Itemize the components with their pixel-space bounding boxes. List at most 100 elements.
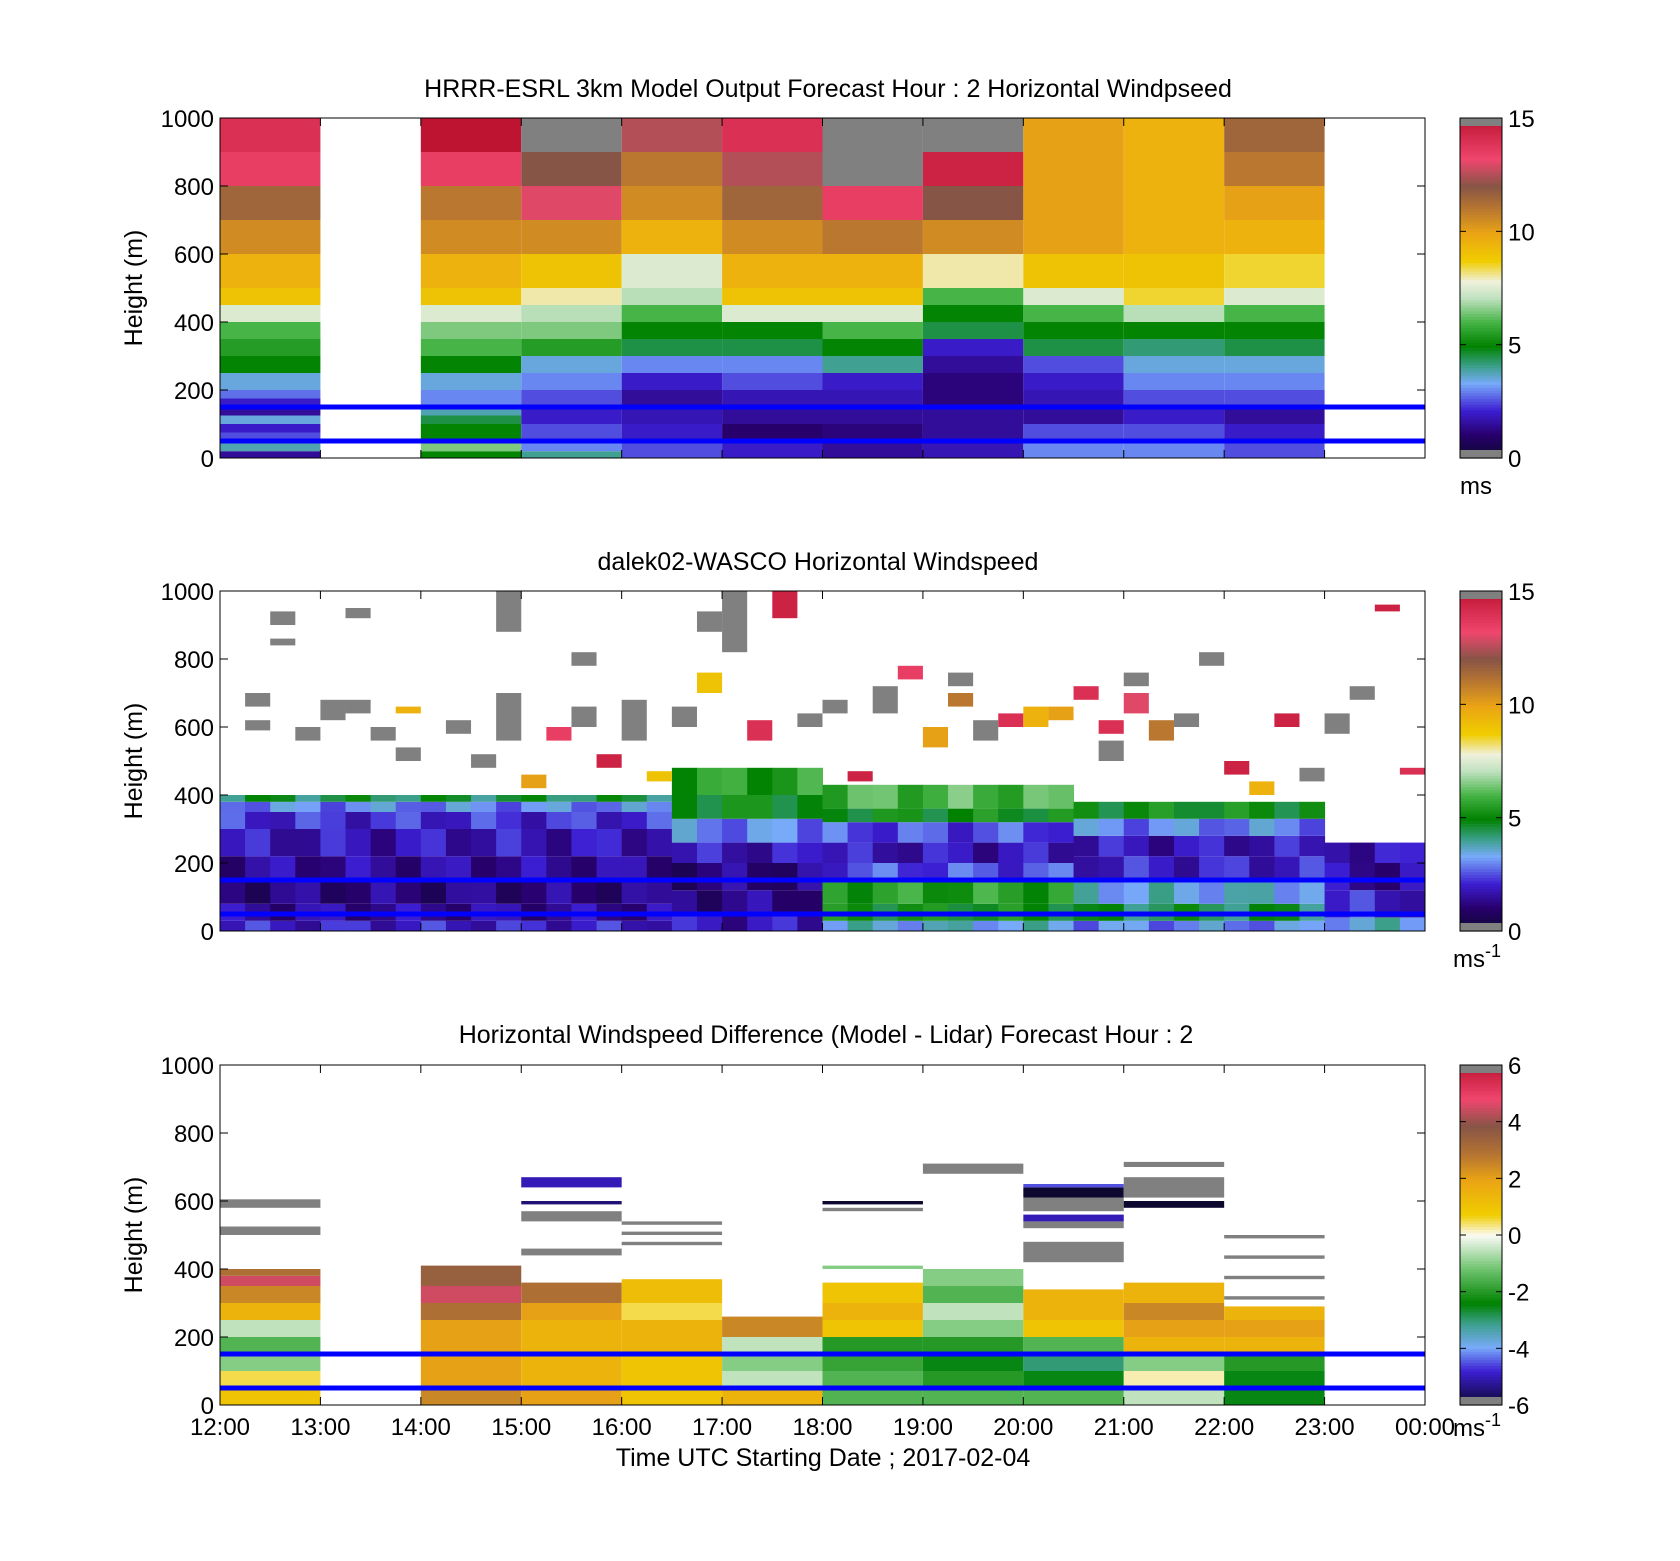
heatmap-cell <box>621 795 648 802</box>
heatmap-cell <box>1023 1187 1124 1198</box>
colorbar-swatch <box>1460 608 1502 612</box>
colorbar-swatch <box>1460 701 1502 705</box>
heatmap-cell <box>546 856 572 880</box>
heatmap-cell <box>1299 801 1326 819</box>
heatmap-cell <box>1123 152 1225 186</box>
y-tick-label: 400 <box>174 783 214 810</box>
heatmap-cell <box>521 812 547 829</box>
colorbar-swatch <box>1460 911 1502 915</box>
colorbar-swatch <box>1460 361 1502 366</box>
heatmap-cell <box>722 356 823 373</box>
heatmap-cell <box>1349 842 1376 863</box>
colorbar-swatch <box>1460 880 1502 884</box>
heatmap-cell <box>270 829 296 857</box>
heatmap-cell <box>822 118 923 152</box>
heatmap-cell <box>420 1354 522 1388</box>
heatmap-cell <box>621 407 723 424</box>
x-tick-label: 13:00 <box>290 1414 350 1441</box>
heatmap-cell <box>1249 920 1275 931</box>
colorbar-swatch <box>1460 812 1502 816</box>
heatmap-cell <box>245 856 271 880</box>
y-tick-label: 200 <box>174 378 214 405</box>
heatmap-cell <box>1023 152 1124 186</box>
colorbar-swatch <box>1460 339 1502 343</box>
colorbar-swatch <box>1460 916 1502 921</box>
heatmap-cell <box>646 795 673 802</box>
colorbar-swatch <box>1460 401 1502 405</box>
heatmap-cell <box>1148 920 1175 931</box>
heatmap-cell <box>948 784 974 809</box>
colorbar-swatch <box>1460 225 1502 230</box>
heatmap-cell <box>546 727 572 741</box>
heatmap-cell <box>420 880 447 904</box>
heatmap-cell <box>1123 835 1150 857</box>
panel-2-x-ticks <box>219 591 1426 931</box>
heatmap-cell <box>1023 390 1124 407</box>
colorbar-swatch <box>1460 1305 1502 1310</box>
heatmap-cell <box>521 1177 622 1188</box>
colorbar-tick-label: 0 <box>1508 446 1521 473</box>
heatmap-cell <box>1023 1354 1124 1371</box>
heatmap-cell <box>822 220 923 254</box>
x-tick-label: 20:00 <box>993 1414 1053 1441</box>
heatmap-cell <box>521 254 622 288</box>
heatmap-cell <box>1123 322 1225 339</box>
heatmap-cell <box>671 914 698 931</box>
heatmap-cell <box>922 784 949 809</box>
heatmap-cell <box>1023 254 1124 288</box>
heatmap-cell <box>420 441 522 452</box>
heatmap-cell <box>998 880 1024 904</box>
heatmap-cell <box>696 672 723 693</box>
heatmap-cell <box>897 822 924 843</box>
heatmap-cell <box>621 880 648 904</box>
heatmap-cell <box>696 767 723 795</box>
heatmap-cell <box>1123 1303 1225 1320</box>
heatmap-cell <box>872 842 899 863</box>
heatmap-cell <box>420 801 447 812</box>
heatmap-cell <box>1123 254 1225 288</box>
y-tick-label: 600 <box>174 242 214 269</box>
colorbar-swatch <box>1460 1283 1502 1287</box>
heatmap-cell <box>922 407 1024 424</box>
colorbar-swatch <box>1460 1280 1502 1284</box>
heatmap-cell <box>722 373 823 390</box>
colorbar-swatch <box>1460 228 1502 232</box>
colorbar-swatch <box>1460 647 1502 652</box>
heatmap-cell <box>847 784 874 809</box>
colorbar-unit: ms-1 <box>1453 941 1501 973</box>
heatmap-cell <box>1123 339 1225 356</box>
heatmap-cell <box>245 829 271 857</box>
colorbar-swatch <box>1460 1116 1502 1120</box>
heatmap-cell <box>370 812 397 829</box>
colorbar-swatch <box>1460 877 1502 881</box>
heatmap-cell <box>1023 1214 1124 1222</box>
colorbar-swatch <box>1460 1362 1502 1366</box>
colorbar-swatch <box>1460 1288 1502 1293</box>
heatmap-cell <box>496 920 522 931</box>
heatmap-cell <box>1199 856 1225 880</box>
heatmap-cell <box>270 795 296 802</box>
heatmap-cell <box>546 801 572 812</box>
colorbar-swatch <box>1460 874 1502 878</box>
heatmap-cell <box>922 118 1024 152</box>
heatmap-cell <box>546 829 572 857</box>
colorbar-swatch <box>1460 814 1502 819</box>
colorbar-swatch <box>1460 1079 1502 1083</box>
heatmap-cell <box>973 863 999 880</box>
heatmap-cell <box>596 812 623 829</box>
heatmap-cell <box>521 186 622 220</box>
colorbar-swatch <box>1460 1311 1502 1315</box>
heatmap-cell <box>571 706 597 727</box>
heatmap-cell <box>445 920 472 931</box>
colorbar-swatch <box>1460 789 1502 793</box>
colorbar-swatch <box>1460 211 1502 215</box>
colorbar-swatch <box>1460 1359 1502 1364</box>
heatmap-cell <box>1123 118 1225 152</box>
heatmap-cell <box>1224 339 1325 356</box>
colorbar-swatch <box>1460 829 1502 833</box>
colorbar-swatch <box>1460 183 1502 187</box>
heatmap-cell <box>220 1320 321 1337</box>
heatmap-cell <box>722 591 748 653</box>
colorbar-swatch <box>1460 1135 1502 1140</box>
heatmap-cell <box>797 767 823 795</box>
